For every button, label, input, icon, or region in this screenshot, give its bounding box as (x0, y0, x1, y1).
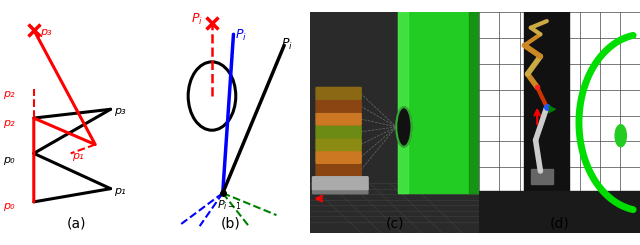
FancyBboxPatch shape (316, 87, 361, 99)
Text: p₁: p₁ (72, 151, 84, 160)
FancyBboxPatch shape (316, 100, 361, 112)
FancyBboxPatch shape (316, 164, 361, 176)
FancyBboxPatch shape (312, 177, 368, 190)
Ellipse shape (396, 107, 412, 147)
Bar (531, 169, 553, 184)
Text: $P_{i-1}$: $P_{i-1}$ (216, 198, 241, 212)
Text: p₀: p₀ (3, 155, 15, 165)
Ellipse shape (615, 125, 627, 147)
Bar (479, 191, 640, 233)
Text: (c): (c) (385, 217, 404, 231)
FancyBboxPatch shape (316, 139, 361, 150)
Text: $P_i$: $P_i$ (281, 37, 293, 52)
Text: p₃: p₃ (40, 27, 52, 37)
Text: p₀: p₀ (3, 201, 15, 211)
Text: $P_i$: $P_i$ (191, 12, 203, 27)
FancyBboxPatch shape (316, 113, 361, 125)
Text: $P_i$: $P_i$ (235, 28, 247, 43)
Text: p₂: p₂ (3, 89, 15, 99)
Bar (524, 12, 570, 193)
Bar (398, 12, 408, 193)
Bar (398, 12, 483, 193)
Text: p₁: p₁ (114, 186, 125, 196)
Text: (d): (d) (550, 217, 570, 231)
Text: p₂: p₂ (3, 118, 15, 127)
FancyBboxPatch shape (313, 188, 368, 194)
Bar (469, 12, 483, 193)
Text: (b): (b) (221, 217, 240, 231)
Text: p₃: p₃ (114, 107, 125, 116)
FancyBboxPatch shape (316, 151, 361, 163)
Text: (a): (a) (67, 217, 86, 231)
FancyBboxPatch shape (316, 126, 361, 138)
